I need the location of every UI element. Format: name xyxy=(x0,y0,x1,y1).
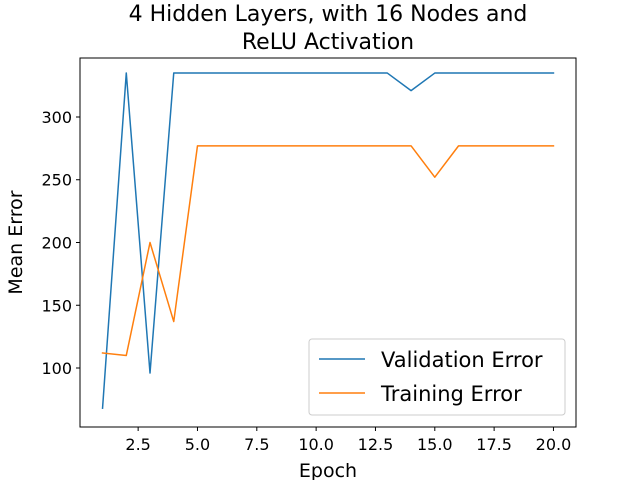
chart-title-line: ReLU Activation xyxy=(242,30,414,55)
x-axis-title: Epoch xyxy=(299,460,357,480)
x-tick-label: 20.0 xyxy=(536,435,572,454)
x-tick-label: 15.0 xyxy=(417,435,453,454)
legend-label: Training Error xyxy=(380,382,522,406)
y-tick-label: 250 xyxy=(41,171,72,190)
y-tick-label: 300 xyxy=(41,108,72,127)
plot-area xyxy=(101,72,555,409)
x-tick-label: 12.5 xyxy=(358,435,394,454)
series-line xyxy=(101,72,555,409)
axes: 2.5 5.0 7.5 10.0 12.5 15.0 17.5 20.0 100 150 200 25… xyxy=(5,57,577,480)
x-tick-label: 2.5 xyxy=(125,435,150,454)
legend-label: Validation Error xyxy=(381,348,543,372)
legend: Validation Error Training Error xyxy=(308,338,566,416)
x-tick-label: 7.5 xyxy=(244,435,269,454)
legend-box xyxy=(308,338,566,416)
x-tick-label: 5.0 xyxy=(185,435,210,454)
y-tick-label: 150 xyxy=(41,296,72,315)
y-tick-label: 200 xyxy=(41,234,72,253)
series-line xyxy=(101,145,555,357)
chart-title: 4 Hidden Layers, with 16 Nodes and ReLU A… xyxy=(129,2,528,55)
x-tick-label: 17.5 xyxy=(476,435,512,454)
chart-title-line: 4 Hidden Layers, with 16 Nodes and xyxy=(129,2,528,27)
y-tick-label: 100 xyxy=(41,359,72,378)
y-axis-title: Mean Error xyxy=(5,190,27,294)
x-tick-label: 10.0 xyxy=(298,435,334,454)
